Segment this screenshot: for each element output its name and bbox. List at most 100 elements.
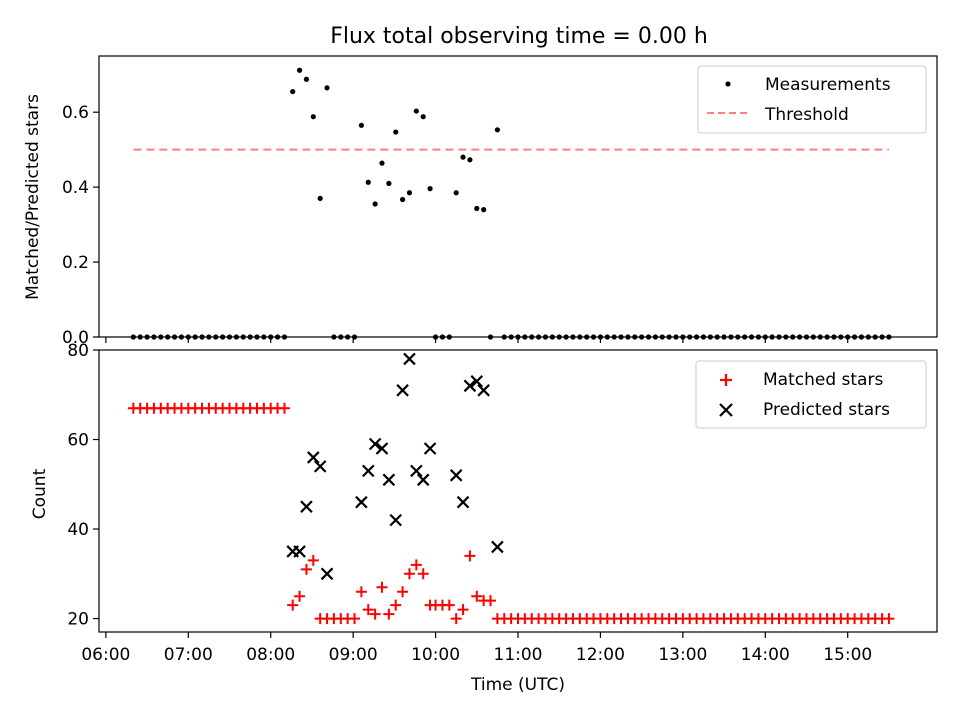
- measurement-point: [474, 205, 480, 212]
- predicted-star-point: [449, 469, 463, 482]
- measurement-point: [310, 114, 316, 120]
- measurement-point: [413, 108, 419, 114]
- legend-matched-marker: [720, 374, 732, 386]
- predicted-star-point: [423, 442, 437, 455]
- measurement-point: [460, 154, 466, 160]
- bottom-legend-box: [695, 360, 927, 429]
- measurement-point: [400, 196, 406, 203]
- measurement-point: [453, 190, 459, 196]
- predicted-star-point: [470, 375, 484, 388]
- top-ytick-label: 0.6: [62, 103, 89, 123]
- bottom-ytick-label: 60: [67, 431, 89, 451]
- top-legend: Measurements Threshold: [697, 65, 927, 134]
- measurement-point: [365, 179, 371, 185]
- predicted-star-point: [403, 352, 416, 366]
- bottom-y-axis-label: Count: [30, 468, 50, 519]
- bottom-ytick-label: 80: [67, 341, 89, 361]
- matched-star-point: [307, 554, 319, 566]
- measurement-point: [386, 180, 392, 186]
- measurement-point: [420, 114, 426, 120]
- predicted-star-point: [307, 451, 320, 464]
- measurement-point: [290, 88, 296, 95]
- legend-threshold-label: Threshold: [764, 105, 849, 125]
- xtick-label: 06:00: [81, 645, 130, 665]
- predicted-star-point: [416, 473, 430, 487]
- measurement-point: [379, 160, 385, 166]
- xtick-label: 11:00: [494, 645, 543, 665]
- matched-star-point: [369, 608, 381, 620]
- predicted-star-point: [491, 540, 504, 554]
- xtick-label: 10:00: [411, 645, 460, 665]
- measurement-point: [406, 190, 413, 196]
- matched-star-point: [376, 581, 388, 593]
- measurement-point: [427, 186, 433, 192]
- legend-predicted-label: Predicted stars: [763, 400, 890, 420]
- bottom-axes: 20 40 60 80 06:00 07:00 08:00 09:00 10:00 11:00 1…: [30, 337, 938, 695]
- matched-star-point: [390, 599, 402, 611]
- measurement-point: [317, 195, 323, 201]
- top-ytick-label: 0.0: [62, 328, 89, 348]
- predicted-star-point: [313, 460, 327, 473]
- matched-star-point: [403, 568, 415, 580]
- matched-star-point: [417, 568, 429, 580]
- measurement-point: [494, 127, 500, 133]
- matched-star-point: [397, 586, 409, 598]
- top-y-axis-label: Matched/Predicted stars: [23, 94, 43, 300]
- measurement-point: [467, 157, 473, 163]
- measurement-point: [393, 129, 399, 135]
- measurement-point: [372, 201, 378, 207]
- predicted-star-point: [368, 437, 382, 451]
- figure-title: Flux total observing time = 0.00 h: [330, 24, 708, 49]
- predicted-star-point: [477, 384, 490, 397]
- predicted-star-point: [382, 473, 396, 487]
- xtick-label: 13:00: [658, 645, 707, 665]
- matched-star-point: [362, 604, 374, 616]
- measurement-point: [358, 122, 364, 128]
- matched-star-point: [349, 613, 361, 625]
- legend-matched-label: Matched stars: [763, 370, 883, 390]
- predicted-star-point: [320, 567, 334, 581]
- top-ytick-label: 0.4: [62, 178, 89, 198]
- bottom-ytick-label: 40: [67, 520, 89, 540]
- matched-star-point: [300, 563, 312, 575]
- bottom-ytick-label: 20: [67, 610, 89, 630]
- matched-star-point: [294, 590, 306, 602]
- matched-star-point: [443, 599, 455, 611]
- matched-star-point: [278, 402, 290, 414]
- matched-star-point: [485, 595, 497, 607]
- predicted-star-point: [463, 379, 477, 393]
- top-legend-box: [697, 65, 927, 134]
- measurement-point: [296, 67, 303, 73]
- xtick-label: 07:00: [164, 645, 213, 665]
- legend-measurements-marker: [725, 81, 731, 87]
- legend-predicted-marker: [719, 403, 733, 417]
- legend-measurements-label: Measurements: [765, 75, 891, 95]
- predicted-star-point: [375, 442, 389, 455]
- top-ytick-label: 0.2: [62, 253, 89, 273]
- xtick-label: 09:00: [329, 645, 378, 665]
- matched-star-point: [464, 550, 476, 562]
- matched-star-point: [883, 613, 895, 625]
- xtick-label: 12:00: [576, 645, 625, 665]
- predicted-star-point: [410, 464, 423, 478]
- matched-star-point: [450, 613, 462, 625]
- predicted-star-point: [355, 495, 368, 509]
- bottom-legend: Matched stars Predicted stars: [695, 360, 927, 429]
- matched-star-point: [355, 586, 367, 598]
- measurement-point: [324, 85, 330, 91]
- xtick-label: 15:00: [823, 645, 872, 665]
- xtick-label: 08:00: [246, 645, 295, 665]
- predicted-star-point: [361, 464, 375, 478]
- predicted-star-point: [300, 500, 313, 513]
- matched-star-point: [410, 559, 422, 571]
- x-axis-label: Time (UTC): [470, 675, 565, 695]
- matched-star-point: [457, 604, 469, 616]
- xtick-label: 14:00: [741, 645, 790, 665]
- predicted-star-point: [456, 495, 470, 509]
- matched-star-point: [383, 608, 395, 620]
- measurement-point: [481, 207, 487, 213]
- predicted-star-point: [389, 513, 403, 527]
- predicted-star-point: [396, 384, 409, 397]
- matched-star-point: [471, 590, 483, 602]
